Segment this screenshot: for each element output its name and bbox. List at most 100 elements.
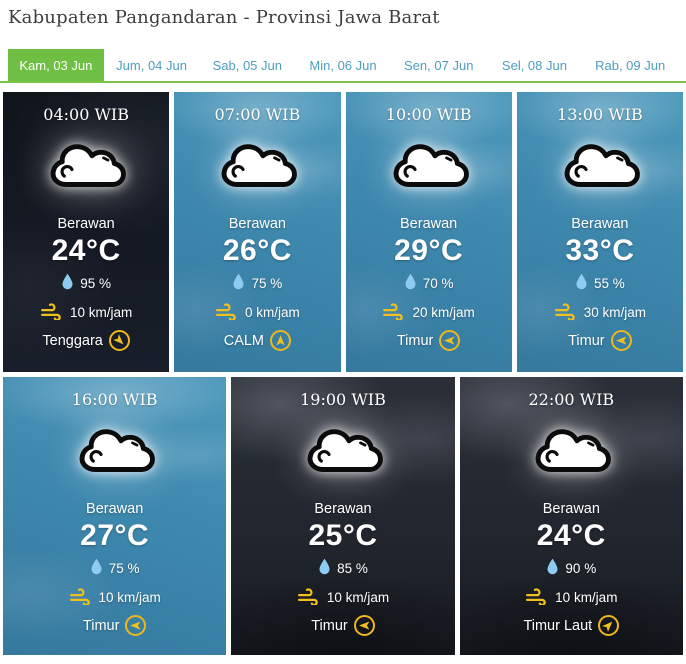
wind-direction-label: CALM	[223, 332, 265, 349]
wind-speed-value: 30 km/jam	[583, 305, 647, 320]
water-drop-icon	[318, 558, 331, 578]
wind-direction-row: Timur	[311, 615, 375, 636]
cloud-icon	[558, 139, 642, 195]
condition-label: Berawan	[228, 216, 286, 232]
cloud-icon	[387, 139, 471, 195]
cloud-icon	[44, 139, 128, 195]
forecast-time: 19:00 WIB	[300, 390, 386, 409]
wind-lines-icon	[69, 587, 93, 608]
wind-direction-label: Timur Laut	[523, 617, 593, 634]
forecast-card-2: 10:00 WIB Berawan 29°C 70 %	[345, 92, 512, 372]
humidity-row: 75 %	[90, 558, 140, 578]
humidity-row: 85 %	[318, 558, 368, 578]
forecast-card-3: 13:00 WIB Berawan 33°C 55 %	[516, 92, 683, 372]
cloud-icon	[301, 424, 385, 480]
forecast-time: 16:00 WIB	[71, 390, 158, 409]
navigation-arrow-in-circle-icon	[610, 330, 632, 351]
forecast-card-0: 04:00 WIB Berawan 24°C 95 %	[3, 92, 170, 372]
wind-direction-label: Tenggara	[42, 332, 103, 349]
cloud-icon	[529, 424, 613, 480]
wind-speed-value: 10 km/jam	[98, 590, 161, 605]
wind-direction-label: Timur	[311, 617, 348, 634]
wind-speed-value: 10 km/jam	[326, 590, 390, 605]
condition-label: Berawan	[86, 501, 144, 517]
humidity-value: 90 %	[565, 560, 597, 576]
wind-speed-value: 10 km/jam	[69, 305, 133, 320]
navigation-arrow-in-circle-icon	[108, 330, 130, 351]
cloud-icon	[73, 424, 157, 480]
wind-direction-row: Tenggara	[42, 330, 130, 351]
condition-label: Berawan	[542, 501, 600, 517]
temperature-value: 24°C	[51, 234, 121, 267]
navigation-arrow-in-circle-icon	[598, 615, 620, 636]
day-tab-5[interactable]: Sel, 08 Jun	[501, 58, 567, 73]
forecast-card-6: 22:00 WIB Berawan 24°C 90 %	[459, 377, 683, 655]
humidity-row: 55 %	[575, 273, 625, 293]
forecast-time: 22:00 WIB	[528, 390, 615, 409]
wind-direction-label: Timur	[568, 332, 605, 349]
forecast-grid: 04:00 WIB Berawan 24°C 95 %	[0, 89, 686, 658]
humidity-value: 70 %	[422, 275, 454, 291]
humidity-value: 85 %	[337, 560, 368, 576]
forecast-card-5: 19:00 WIB Berawan 25°C 85 %	[231, 377, 455, 655]
navigation-arrow-in-circle-icon	[270, 330, 292, 351]
wind-direction-row: Timur	[397, 330, 461, 351]
wind-speed-value: 0 km/jam	[244, 305, 300, 320]
wind-direction-row: Timur	[83, 615, 147, 636]
temperature-value: 25°C	[308, 519, 378, 552]
wind-row: 20 km/jam	[382, 302, 475, 323]
forecast-time: 10:00 WIB	[385, 105, 472, 124]
humidity-row: 75 %	[232, 273, 282, 293]
day-tab-4[interactable]: Sen, 07 Jun	[404, 58, 474, 73]
forecast-time: 13:00 WIB	[557, 105, 643, 124]
navigation-arrow-in-circle-icon	[353, 615, 375, 636]
temperature-value: 29°C	[394, 234, 464, 267]
wind-row: 10 km/jam	[40, 302, 132, 323]
day-tab-0[interactable]: Kam, 03 Jun	[8, 49, 104, 81]
humidity-row: 95 %	[61, 273, 111, 293]
temperature-value: 27°C	[80, 519, 150, 552]
humidity-value: 95 %	[80, 275, 112, 291]
water-drop-icon	[232, 273, 245, 293]
forecast-time: 04:00 WIB	[43, 105, 129, 124]
water-drop-icon	[61, 273, 74, 293]
wind-speed-value: 20 km/jam	[412, 305, 475, 320]
navigation-arrow-in-circle-icon	[125, 615, 147, 636]
water-drop-icon	[90, 558, 103, 578]
day-tab-3[interactable]: Min, 06 Jun	[309, 58, 377, 73]
day-tab-2[interactable]: Sab, 05 Jun	[212, 58, 282, 73]
condition-label: Berawan	[57, 216, 115, 232]
forecast-card-1: 07:00 WIB Berawan 26°C 75 %	[174, 92, 341, 372]
humidity-value: 55 %	[593, 275, 625, 291]
wind-row: 10 km/jam	[69, 587, 161, 608]
water-drop-icon	[404, 273, 417, 293]
forecast-row-1: 04:00 WIB Berawan 24°C 95 %	[3, 92, 683, 372]
wind-direction-row: Timur Laut	[523, 615, 620, 636]
condition-label: Berawan	[571, 216, 629, 232]
day-tabs: Kam, 03 Jun Jum, 04 Jun Sab, 05 Jun Min,…	[0, 49, 686, 83]
temperature-value: 26°C	[222, 234, 292, 267]
wind-lines-icon	[554, 302, 578, 323]
cloud-icon	[215, 139, 299, 195]
forecast-row-2: 16:00 WIB Berawan 27°C 75 %	[3, 377, 683, 655]
condition-label: Berawan	[314, 501, 372, 517]
humidity-value: 75 %	[251, 275, 283, 291]
wind-lines-icon	[297, 587, 321, 608]
wind-speed-value: 10 km/jam	[555, 590, 618, 605]
page-title: Kabupaten Pangandaran - Provinsi Jawa Ba…	[8, 7, 440, 28]
day-tab-1[interactable]: Jum, 04 Jun	[116, 58, 187, 73]
condition-label: Berawan	[400, 216, 458, 232]
forecast-time: 07:00 WIB	[214, 105, 301, 124]
temperature-value: 33°C	[565, 234, 635, 267]
temperature-value: 24°C	[536, 519, 606, 552]
navigation-arrow-in-circle-icon	[439, 330, 461, 351]
day-tab-6[interactable]: Rab, 09 Jun	[595, 58, 666, 73]
humidity-value: 75 %	[108, 560, 140, 576]
wind-lines-icon	[215, 302, 239, 323]
wind-row: 10 km/jam	[525, 587, 617, 608]
wind-row: 0 km/jam	[215, 302, 300, 323]
humidity-row: 90 %	[546, 558, 596, 578]
wind-lines-icon	[525, 587, 549, 608]
wind-direction-label: Timur	[82, 617, 120, 634]
water-drop-icon	[546, 558, 559, 578]
